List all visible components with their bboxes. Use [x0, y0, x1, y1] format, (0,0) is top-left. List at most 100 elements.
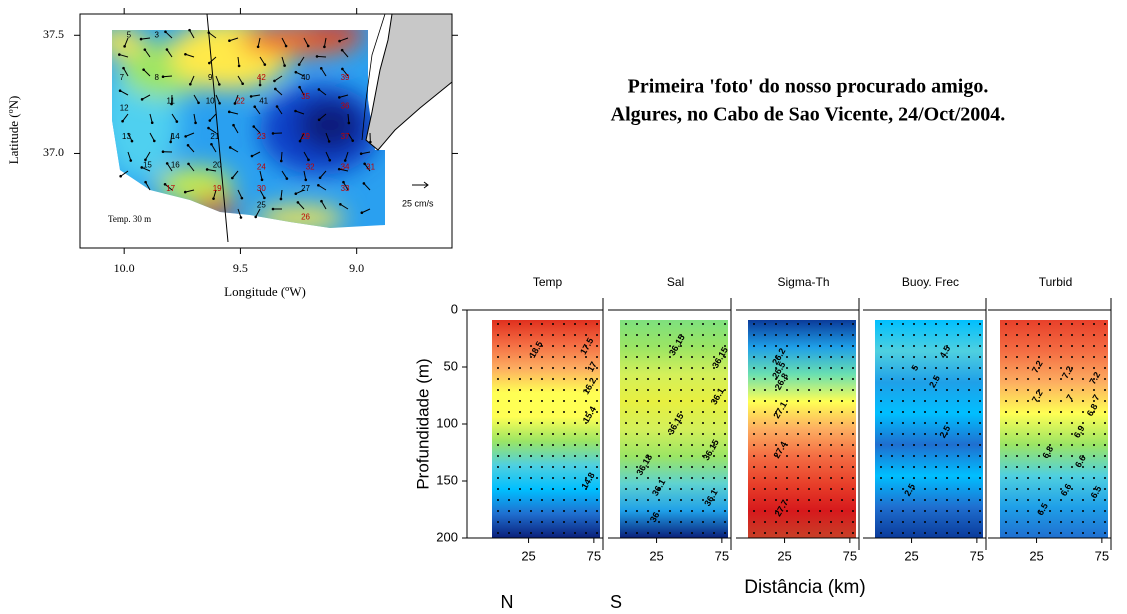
station-dot: [1038, 521, 1040, 523]
station-label: 7: [120, 73, 125, 82]
station-dot: [530, 411, 532, 413]
station-dot: [764, 477, 766, 479]
station-dot: [968, 345, 970, 347]
current-arrow-head: [250, 154, 254, 158]
station-dot: [830, 400, 832, 402]
station-dot: [808, 356, 810, 358]
station-dot: [636, 345, 638, 347]
section-field: [748, 320, 856, 538]
station-dot: [852, 356, 854, 358]
station-dot: [530, 323, 532, 325]
station-dot: [541, 477, 543, 479]
station-dot: [541, 411, 543, 413]
station-label: 26: [301, 212, 310, 221]
station-dot: [753, 389, 755, 391]
station-dot: [935, 510, 937, 512]
station-dot: [924, 488, 926, 490]
current-arrow: [119, 90, 129, 96]
station-label: 36: [341, 101, 350, 110]
station-dot: [1038, 499, 1040, 501]
station-dot: [830, 444, 832, 446]
current-arrow: [361, 151, 371, 155]
station-dot: [1082, 532, 1084, 534]
x-tick-label: 75: [1095, 548, 1109, 563]
current-arrow-head: [212, 197, 215, 200]
current-arrow: [347, 113, 350, 124]
station-dot: [1027, 367, 1029, 369]
station-dot: [691, 499, 693, 501]
station-dot: [924, 444, 926, 446]
station-dot: [508, 477, 510, 479]
station-dot: [808, 444, 810, 446]
station-dot: [585, 389, 587, 391]
station-dot: [497, 345, 499, 347]
station-dot: [691, 378, 693, 380]
station-dot: [1060, 345, 1062, 347]
x-tick-label: 9.5: [233, 261, 248, 275]
station-dot: [1060, 499, 1062, 501]
current-arrow-head: [363, 162, 366, 166]
current-arrow-head: [152, 139, 156, 143]
current-arrow: [318, 89, 327, 96]
station-dot: [764, 411, 766, 413]
station-dot: [1049, 510, 1051, 512]
current-arrow-head: [279, 159, 283, 163]
station-dot: [1082, 499, 1084, 501]
station-dot: [841, 323, 843, 325]
station-dot: [1082, 477, 1084, 479]
station-dot: [658, 378, 660, 380]
station-dot: [1082, 323, 1084, 325]
y-tick-label: 200: [436, 529, 458, 544]
current-arrow: [208, 127, 217, 134]
station-dot: [880, 510, 882, 512]
station-dot: [541, 444, 543, 446]
station-dot: [1071, 510, 1073, 512]
station-dot: [979, 378, 981, 380]
station-dot: [680, 532, 682, 534]
current-arrow: [319, 170, 327, 179]
current-arrow-head: [237, 64, 241, 68]
station-dot: [541, 400, 543, 402]
station-dot: [946, 466, 948, 468]
station-dot: [1082, 466, 1084, 468]
station-dot: [880, 422, 882, 424]
station-dot: [574, 400, 576, 402]
station-dot: [713, 488, 715, 490]
station-dot: [585, 400, 587, 402]
station-dot: [636, 367, 638, 369]
station-dot: [625, 510, 627, 512]
station-dot: [519, 499, 521, 501]
station-dot: [775, 532, 777, 534]
station-dot: [552, 334, 554, 336]
current-arrow-head: [142, 68, 145, 71]
station-label: 17: [166, 184, 175, 193]
station-dot: [563, 345, 565, 347]
station-dot: [1082, 400, 1084, 402]
station-dot: [1104, 411, 1106, 413]
station-dot: [713, 510, 715, 512]
station-label: 16: [171, 160, 180, 169]
station-dot: [563, 488, 565, 490]
station-label: 33: [341, 184, 350, 193]
station-dot: [1005, 356, 1007, 358]
station-dot: [1104, 334, 1106, 336]
station-label: 31: [366, 163, 375, 172]
current-arrow-head: [144, 180, 147, 184]
station-dot: [891, 455, 893, 457]
current-arrow: [280, 189, 283, 199]
station-dot: [658, 422, 660, 424]
y-tick-label: 0: [451, 301, 458, 316]
x-tick-label: 25: [1029, 548, 1043, 563]
station-label: 20: [213, 160, 222, 169]
station-dot: [647, 323, 649, 325]
station-dot: [519, 422, 521, 424]
station-dot: [585, 466, 587, 468]
station-dot: [724, 488, 726, 490]
station-dot: [852, 488, 854, 490]
station-dot: [596, 345, 598, 347]
station-dot: [764, 323, 766, 325]
station-dot: [1016, 532, 1018, 534]
current-arrow: [299, 132, 305, 142]
station-dot: [519, 356, 521, 358]
